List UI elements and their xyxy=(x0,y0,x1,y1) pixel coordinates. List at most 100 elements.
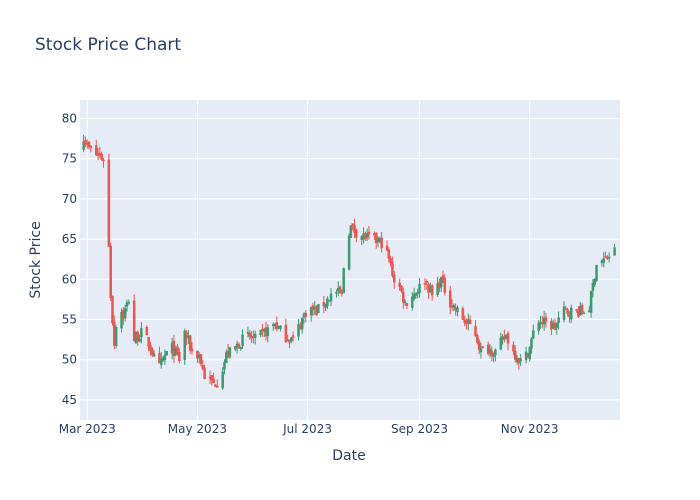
candle-body xyxy=(423,283,427,285)
candle xyxy=(111,295,114,326)
candle xyxy=(477,339,481,355)
candle xyxy=(506,330,510,351)
candle xyxy=(512,341,515,355)
candle-body xyxy=(353,225,356,233)
candle xyxy=(147,336,150,351)
candle xyxy=(138,334,141,343)
candle xyxy=(387,247,391,263)
candle xyxy=(575,308,578,313)
x-tick-label: Mar 2023 xyxy=(59,422,116,436)
x-axis-ticks: Mar 2023 May 2023 Jul 2023 Sep 2023 Nov 2023 xyxy=(59,422,559,436)
candle xyxy=(400,285,403,293)
candle xyxy=(145,325,149,336)
candle xyxy=(448,286,452,315)
candle-body xyxy=(441,275,445,280)
candle xyxy=(441,270,445,284)
candle-body xyxy=(183,330,186,360)
candle-body xyxy=(253,333,257,338)
candle xyxy=(291,331,295,342)
candle xyxy=(190,342,194,355)
candle-body xyxy=(163,354,167,361)
y-tick-label: 70 xyxy=(62,192,77,206)
candle-body xyxy=(385,245,389,251)
candle xyxy=(183,328,186,365)
candle-body xyxy=(557,317,560,323)
candle xyxy=(593,278,596,288)
candle xyxy=(253,330,257,345)
candle xyxy=(436,276,439,297)
y-tick-label: 65 xyxy=(62,232,77,246)
y-tick-label: 50 xyxy=(62,353,77,367)
candle-body xyxy=(351,223,354,226)
candle-body xyxy=(405,303,409,306)
candle-body xyxy=(490,350,494,356)
candle-body xyxy=(201,365,205,369)
candle xyxy=(595,264,598,282)
candle xyxy=(492,352,495,363)
candle-body xyxy=(514,350,517,360)
candle xyxy=(564,305,568,310)
candle xyxy=(463,315,466,327)
candle xyxy=(107,153,111,247)
candle-body xyxy=(613,247,616,256)
candle xyxy=(248,330,252,340)
candle-body xyxy=(234,346,237,350)
candle-body xyxy=(152,353,156,357)
candle xyxy=(355,228,358,243)
candle-body xyxy=(555,322,559,329)
candle-body xyxy=(593,278,596,285)
candle xyxy=(212,372,215,383)
candle-body xyxy=(100,153,103,160)
candle xyxy=(580,303,584,316)
candle-body xyxy=(125,302,129,307)
candle-body xyxy=(82,141,85,150)
candle xyxy=(158,346,161,364)
candle-body xyxy=(360,236,363,240)
candle-body xyxy=(374,232,378,244)
candle xyxy=(136,330,140,346)
candles xyxy=(82,134,616,390)
candle-body xyxy=(138,338,141,342)
candle xyxy=(149,341,152,356)
candle xyxy=(82,134,85,152)
candle xyxy=(259,329,262,338)
candle xyxy=(185,330,188,346)
candle-body xyxy=(448,290,452,308)
candle xyxy=(403,299,407,306)
candle xyxy=(338,285,342,294)
candle xyxy=(360,235,363,246)
candle-body xyxy=(488,348,492,353)
candle-body xyxy=(595,264,598,281)
candle xyxy=(494,348,497,362)
candle-body xyxy=(380,237,383,249)
candle xyxy=(150,347,154,358)
candle xyxy=(188,334,192,354)
candle-body xyxy=(355,229,358,238)
candle-body xyxy=(95,145,98,156)
candle xyxy=(196,350,199,363)
candle-body xyxy=(425,281,429,283)
candle xyxy=(84,136,87,147)
candle-body xyxy=(349,225,353,238)
candle xyxy=(102,157,105,168)
candle xyxy=(456,305,459,317)
candle xyxy=(114,325,118,349)
candle-body xyxy=(214,384,217,387)
candle xyxy=(528,345,531,362)
candle xyxy=(389,255,392,267)
candle xyxy=(342,267,345,294)
candle xyxy=(95,139,98,156)
candle xyxy=(514,345,517,363)
candle-body xyxy=(414,293,418,296)
candle xyxy=(607,252,611,263)
candle-body xyxy=(190,348,194,352)
candle-body xyxy=(327,300,331,302)
candle-body xyxy=(347,235,351,270)
y-tick-label: 55 xyxy=(62,312,77,326)
candle-body xyxy=(403,301,407,304)
candle xyxy=(392,270,396,289)
candle xyxy=(317,303,320,314)
candle xyxy=(87,140,91,150)
candle-body xyxy=(530,338,533,349)
